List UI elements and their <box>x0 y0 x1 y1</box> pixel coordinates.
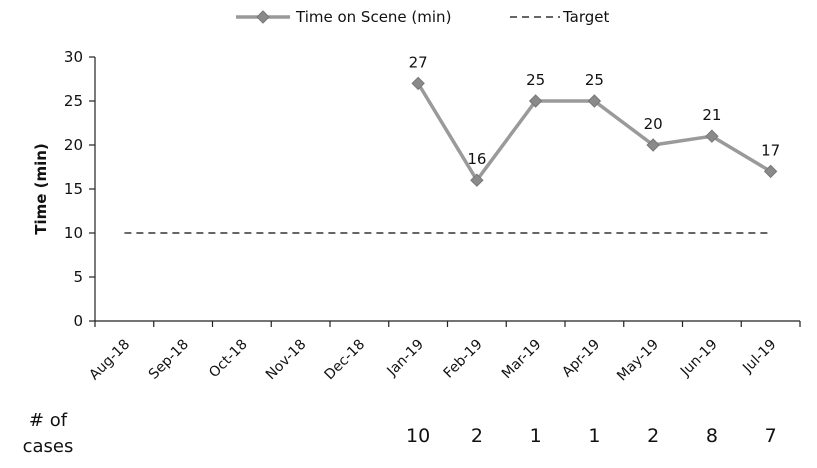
legend-marker-time-on-scene <box>256 10 270 24</box>
cases-label: # of cases <box>18 408 78 460</box>
x-tick-label: Jun-19 <box>677 337 721 381</box>
y-tick-label: 15 <box>64 180 83 198</box>
data-point-marker <box>470 173 484 187</box>
data-label: 27 <box>409 53 428 71</box>
data-label: 21 <box>702 106 721 124</box>
data-point-marker <box>705 129 719 143</box>
x-tick-label: Nov-18 <box>263 337 310 384</box>
cases-count: 1 <box>529 425 542 447</box>
x-axis: Aug-18 Sep-18 Oct-18 Nov-18 Dec-18 Jan-19 Feb-… <box>86 320 801 385</box>
data-label: 16 <box>467 150 486 168</box>
x-tick-label: Dec-18 <box>322 337 369 384</box>
data-label: 25 <box>585 71 604 89</box>
cases-count: 8 <box>705 425 718 447</box>
cases-count: 2 <box>470 425 483 447</box>
x-tick-label: Jul-19 <box>739 337 779 377</box>
legend-label-target: Target <box>562 8 610 26</box>
cases-count: 10 <box>406 425 431 447</box>
y-tick-label: 10 <box>64 224 83 242</box>
x-tick-label: Aug-18 <box>86 337 133 384</box>
x-tick-label: Feb-19 <box>441 337 486 382</box>
cases-count: 7 <box>764 425 777 447</box>
cases-count: 2 <box>647 425 660 447</box>
x-tick-label: Apr-19 <box>559 337 603 381</box>
legend: Time on Scene (min) Target <box>236 8 610 26</box>
data-label: 25 <box>526 71 545 89</box>
x-tick-label: Jan-19 <box>383 337 426 380</box>
x-tick-label: Mar-19 <box>499 337 545 383</box>
legend-label-time-on-scene: Time on Scene (min) <box>295 8 451 26</box>
y-axis: 0 5 10 15 20 25 30 Time (min) <box>32 48 96 330</box>
data-point-marker <box>411 76 425 91</box>
y-tick-label: 20 <box>64 136 83 154</box>
y-tick-label: 30 <box>64 48 83 66</box>
y-tick-label: 5 <box>73 268 83 286</box>
cases-label-line2: cases <box>22 436 74 457</box>
y-tick-label: 25 <box>64 92 83 110</box>
cases-count: 1 <box>588 425 601 447</box>
x-tick-label: May-19 <box>614 337 662 385</box>
series-layer: 27 16 25 25 20 21 17 <box>124 53 780 234</box>
data-label: 17 <box>761 141 780 159</box>
x-tick-label: Sep-18 <box>146 337 192 383</box>
data-label: 20 <box>644 115 663 133</box>
y-tick-label: 0 <box>73 312 83 330</box>
data-point-marker <box>528 94 543 108</box>
x-tick-label: Oct-18 <box>206 337 251 382</box>
cases-label-line1: # of <box>28 410 68 431</box>
data-point-marker <box>587 94 602 108</box>
data-point-marker <box>763 164 778 179</box>
y-axis-title: Time (min) <box>32 143 50 235</box>
data-point-marker <box>646 138 660 152</box>
